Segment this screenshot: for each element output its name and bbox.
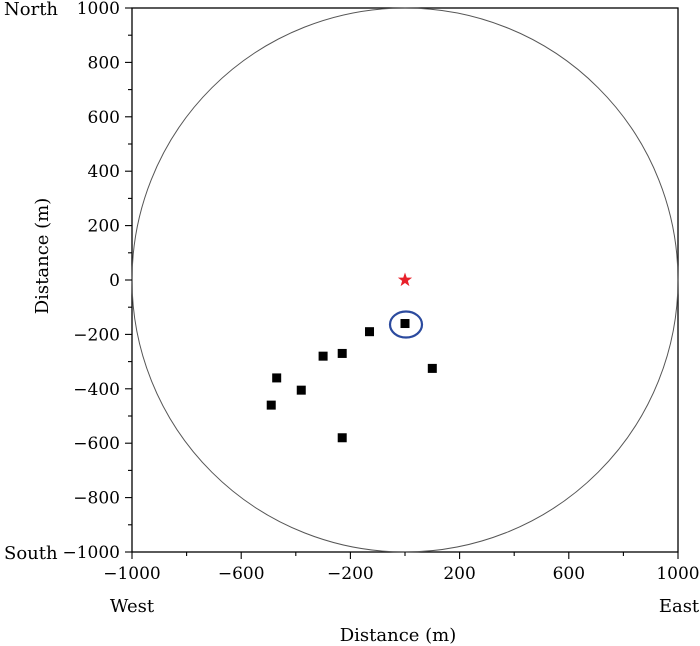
x-axis-title: Distance (m): [340, 625, 457, 646]
data-point: [337, 348, 347, 358]
y-tick-label: 0: [109, 271, 120, 291]
y-tick-label: −800: [73, 489, 120, 509]
data-point: [400, 319, 410, 329]
north-label: North: [4, 0, 58, 20]
data-point: [427, 363, 437, 373]
y-tick-label: 200: [88, 217, 120, 237]
y-tick-label: −200: [73, 325, 120, 345]
east-label: East: [659, 596, 700, 617]
star-marker: [397, 272, 413, 287]
highlight-ellipse: [388, 310, 424, 339]
y-tick-label: 1000: [77, 0, 120, 19]
x-tick-label: −600: [218, 564, 265, 584]
data-point: [337, 433, 347, 443]
data-point: [318, 351, 328, 361]
west-label: West: [110, 596, 155, 617]
y-tick-label: −1000: [62, 543, 120, 563]
x-tick-label: 1000: [656, 564, 699, 584]
data-point: [272, 373, 282, 383]
y-tick-label: −600: [73, 434, 120, 454]
x-axis: −1000 −600 −200 200 600 1000: [103, 552, 700, 584]
data-marks: [266, 272, 437, 443]
y-axis-title: Distance (m): [32, 198, 53, 315]
x-tick-label: −200: [327, 564, 374, 584]
x-tick-label: 200: [443, 564, 475, 584]
south-label: South: [4, 543, 58, 564]
y-tick-label: 400: [88, 162, 120, 182]
x-tick-label: 600: [553, 564, 585, 584]
data-point: [296, 385, 306, 395]
y-tick-label: −400: [73, 380, 120, 400]
y-axis: 1000 800 600 400 200 0 −200 −400 −600 −800 −1000: [62, 0, 132, 563]
x-tick-label: −1000: [103, 564, 161, 584]
y-tick-label: 800: [88, 53, 120, 73]
data-point: [266, 400, 276, 410]
y-tick-label: 600: [88, 108, 120, 128]
data-point: [365, 327, 375, 337]
